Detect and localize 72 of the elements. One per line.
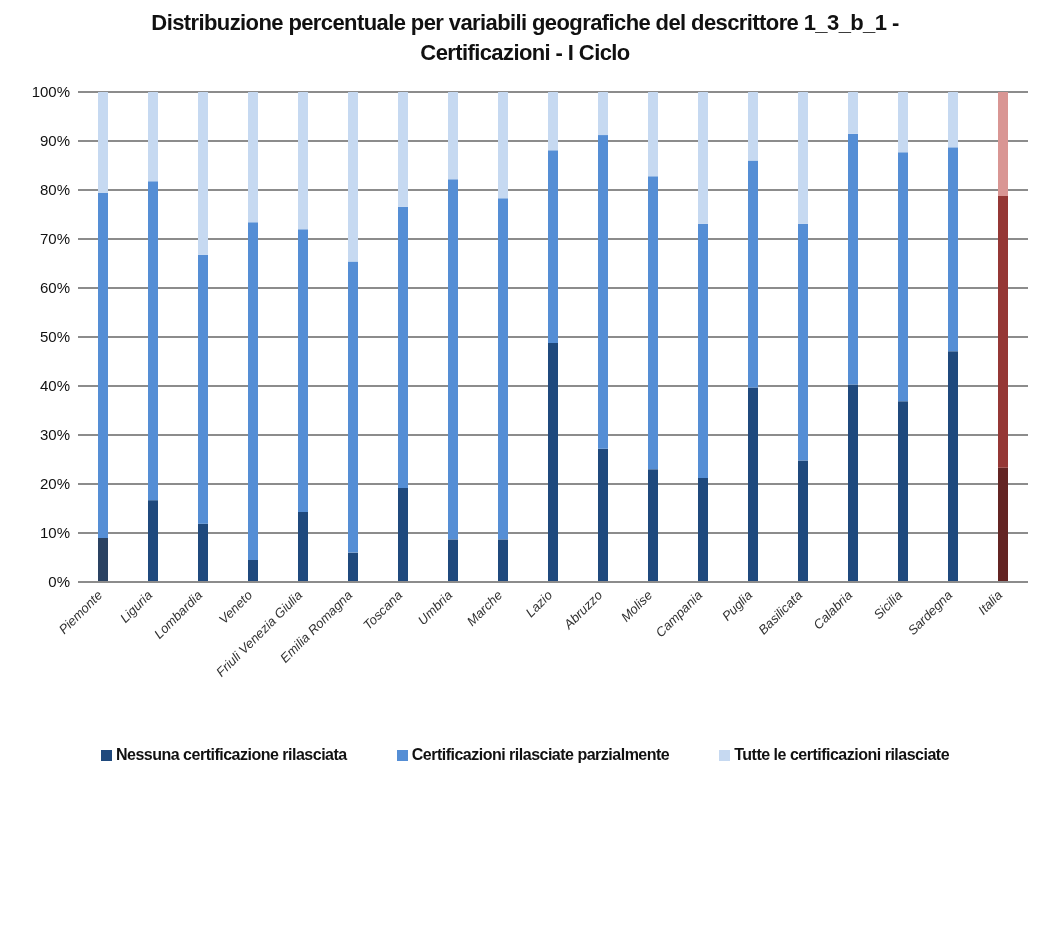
- bar: [998, 195, 1008, 468]
- bar: [98, 192, 108, 538]
- chart-title: Distribuzione percentuale per variabili geografiche del descrittore 1_3_b_1 - Certificazioni - I Ciclo: [150, 9, 900, 67]
- bar: [848, 133, 858, 385]
- bar: [998, 92, 1008, 196]
- bar: [748, 160, 758, 388]
- bar: [98, 92, 108, 193]
- bar: [248, 92, 258, 223]
- bar: [948, 147, 958, 352]
- y-tick-label: 10%: [39, 524, 70, 542]
- y-tick-label: 60%: [39, 279, 70, 297]
- bar: [498, 92, 508, 199]
- bar: [448, 539, 458, 582]
- bar: [198, 254, 208, 524]
- y-tick-label: 40%: [39, 377, 70, 395]
- bar: [848, 92, 858, 134]
- bar: [498, 198, 508, 540]
- bar: [948, 92, 958, 148]
- bar: [298, 511, 308, 582]
- bar: [348, 261, 358, 553]
- bar: [548, 92, 558, 151]
- bar: [798, 460, 808, 582]
- bar: [898, 92, 908, 153]
- bar: [148, 181, 158, 501]
- bar: [798, 92, 808, 224]
- bar: [698, 92, 708, 224]
- bar: [698, 478, 708, 582]
- bar: [898, 152, 908, 402]
- bar: [248, 222, 258, 560]
- bar: [598, 92, 608, 136]
- bar: [98, 537, 108, 582]
- bar: [398, 206, 408, 488]
- bar: [748, 387, 758, 582]
- bar: [648, 92, 658, 177]
- y-tick-label: 90%: [39, 132, 70, 150]
- bar: [498, 539, 508, 582]
- bar: [698, 223, 708, 479]
- bar: [398, 92, 408, 207]
- bar: [298, 92, 308, 230]
- legend-label: Nessuna certificazione rilasciata: [115, 746, 347, 764]
- bar: [748, 92, 758, 161]
- bar: [598, 448, 608, 582]
- y-tick-label: 30%: [39, 426, 70, 444]
- bar: [848, 384, 858, 582]
- bar: [798, 223, 808, 461]
- bar: [548, 342, 558, 582]
- y-tick-label: 0%: [48, 573, 70, 591]
- bar: [998, 467, 1008, 582]
- bar: [548, 150, 558, 343]
- y-tick-label: 70%: [39, 230, 70, 248]
- bar: [398, 487, 408, 582]
- bar: [198, 92, 208, 255]
- bar: [648, 469, 658, 582]
- bar: [148, 92, 158, 182]
- bar: [448, 92, 458, 180]
- bar: [198, 523, 208, 582]
- bar: [248, 559, 258, 582]
- y-tick-label: 80%: [39, 181, 70, 199]
- bar: [448, 179, 458, 540]
- bar: [148, 500, 158, 582]
- legend-label: Tutte le certificazioni rilasciate: [734, 746, 950, 764]
- bar: [348, 92, 358, 262]
- bar: [298, 229, 308, 512]
- y-tick-label: 20%: [39, 475, 70, 493]
- bar: [348, 552, 358, 582]
- bar: [948, 351, 958, 582]
- bar: [898, 401, 908, 582]
- bar: [648, 176, 658, 470]
- bar: [598, 135, 608, 449]
- y-tick-label: 50%: [39, 328, 70, 346]
- legend-label: Certificazioni rilasciate parzialmente: [411, 746, 670, 764]
- y-tick-label: 100%: [31, 83, 70, 101]
